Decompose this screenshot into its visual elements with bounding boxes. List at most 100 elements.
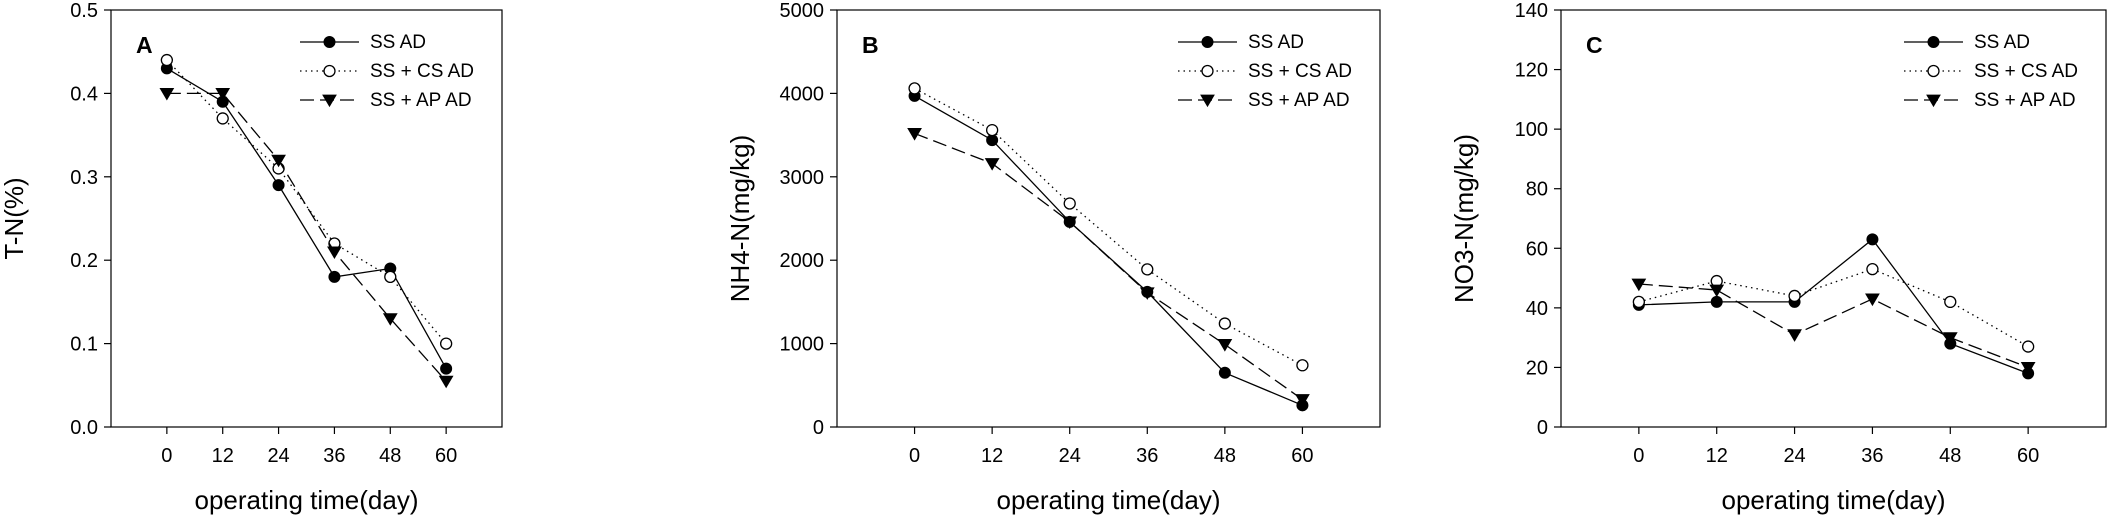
legend-label: SS + CS AD	[1974, 61, 2078, 82]
x-tick-label: 60	[2017, 445, 2039, 467]
y-tick-label: 4000	[780, 83, 825, 105]
data-point	[1296, 359, 1309, 372]
series-ss-cs-ad	[908, 82, 1309, 372]
data-point	[986, 134, 999, 147]
x-tick-label: 12	[981, 445, 1003, 467]
data-point	[2020, 362, 2036, 375]
data-point	[1787, 329, 1802, 342]
data-point	[2021, 340, 2035, 353]
y-tick-label: 100	[1515, 119, 1548, 141]
x-axis-title: operating time(day)	[1722, 485, 1946, 515]
y-tick-label: 60	[1526, 238, 1548, 260]
legend-marker	[1200, 94, 1215, 108]
legend-marker	[1927, 36, 1940, 48]
chart-panel-c: 0 20 40 60 80 100 120 140 0 12 24 36 48 60 operating t…	[1449, 0, 2107, 515]
data-point	[271, 154, 286, 168]
x-tick-label: 60	[1291, 445, 1313, 467]
series-ss-ad	[1632, 233, 2035, 380]
chart-panel-b: 0 1000 2000 3000 4000 5000 0 12 24 36 48 60 operatin…	[725, 0, 1381, 515]
plot-frame	[836, 9, 1381, 428]
y-axis-title: NH4-N(mg/kg)	[725, 135, 755, 303]
data-point	[1141, 263, 1154, 276]
legend-marker	[1926, 94, 1941, 108]
legend: SS AD SS + CS AD SS + AP AD	[1178, 32, 1352, 111]
y-tick-label: 140	[1515, 0, 1548, 22]
x-tick-label: 24	[267, 445, 289, 467]
panel-label: C	[1586, 32, 1603, 58]
series-line	[166, 92, 447, 382]
data-point	[382, 313, 398, 326]
legend-label: SS + CS AD	[1248, 61, 1352, 82]
legend-marker	[323, 36, 336, 48]
series-ss-ap-ad	[1631, 278, 2036, 375]
y-tick-label: 80	[1526, 179, 1548, 201]
data-point	[1944, 295, 1957, 309]
x-axis-title: operating time(day)	[195, 485, 419, 515]
y-tick-label: 5000	[780, 0, 825, 22]
data-point	[1218, 366, 1231, 379]
legend-label: SS + AP AD	[1248, 90, 1350, 111]
legend-marker	[322, 94, 337, 108]
data-point	[908, 82, 921, 95]
y-tick-label: 0.5	[70, 0, 98, 22]
data-point	[1865, 293, 1880, 307]
data-point	[440, 362, 453, 375]
y-tick-label: 0	[813, 417, 824, 439]
legend-marker	[323, 64, 336, 78]
y-tick-label: 40	[1526, 298, 1548, 320]
x-tick-label: 24	[1059, 445, 1081, 467]
x-axis-title: operating time(day)	[997, 485, 1221, 515]
series-line	[166, 59, 447, 345]
data-point	[1218, 317, 1232, 330]
x-tick-label: 48	[1214, 445, 1236, 467]
plot-frame	[110, 9, 503, 428]
legend-label: SS AD	[370, 32, 426, 53]
data-point	[159, 88, 175, 101]
x-tick-label: 48	[1939, 445, 1961, 467]
series-line	[1638, 283, 2029, 369]
data-point	[1710, 295, 1723, 308]
data-point	[215, 88, 231, 101]
data-point	[1139, 287, 1155, 300]
y-tick-label: 0	[1537, 417, 1548, 439]
series-ss-ad	[160, 62, 453, 375]
data-point	[438, 375, 454, 389]
y-tick-label: 2000	[780, 250, 825, 272]
data-point	[1632, 295, 1646, 309]
series-ss-ap-ad	[159, 88, 454, 389]
y-tick-label: 120	[1515, 60, 1548, 82]
series-line	[1638, 238, 2029, 374]
y-axis-title: NO3-N(mg/kg)	[1449, 134, 1479, 303]
data-point	[1866, 262, 1879, 276]
legend-label: SS + CS AD	[370, 61, 474, 82]
y-tick-label: 0.0	[70, 417, 98, 439]
x-tick-label: 12	[212, 445, 234, 467]
data-point	[984, 158, 1000, 171]
data-point	[985, 123, 999, 137]
series-ss-ad	[908, 89, 1309, 412]
y-axis-title: T-N(%)	[0, 177, 29, 259]
legend-marker	[1201, 36, 1214, 48]
x-tick-label: 0	[1633, 445, 1644, 467]
x-tick-label: 36	[1861, 445, 1883, 467]
x-tick-label: 60	[435, 445, 457, 467]
x-tick-label: 0	[909, 445, 920, 467]
data-point	[160, 53, 174, 67]
data-point	[384, 270, 397, 284]
plot-frame	[1560, 9, 2107, 428]
panel-label: A	[136, 32, 153, 58]
y-tick-label: 0.1	[70, 334, 98, 356]
series-line	[166, 67, 447, 369]
data-point	[1788, 289, 1801, 303]
legend-label: SS + AP AD	[1974, 90, 2076, 111]
x-tick-label: 12	[1706, 445, 1728, 467]
data-point	[1062, 216, 1078, 229]
legend-label: SS AD	[1974, 32, 2030, 53]
data-point	[272, 179, 285, 192]
legend-marker	[1201, 64, 1214, 78]
series-line	[914, 87, 1303, 366]
data-point	[1295, 394, 1310, 407]
data-point	[1063, 197, 1076, 210]
data-point	[1942, 332, 1958, 345]
